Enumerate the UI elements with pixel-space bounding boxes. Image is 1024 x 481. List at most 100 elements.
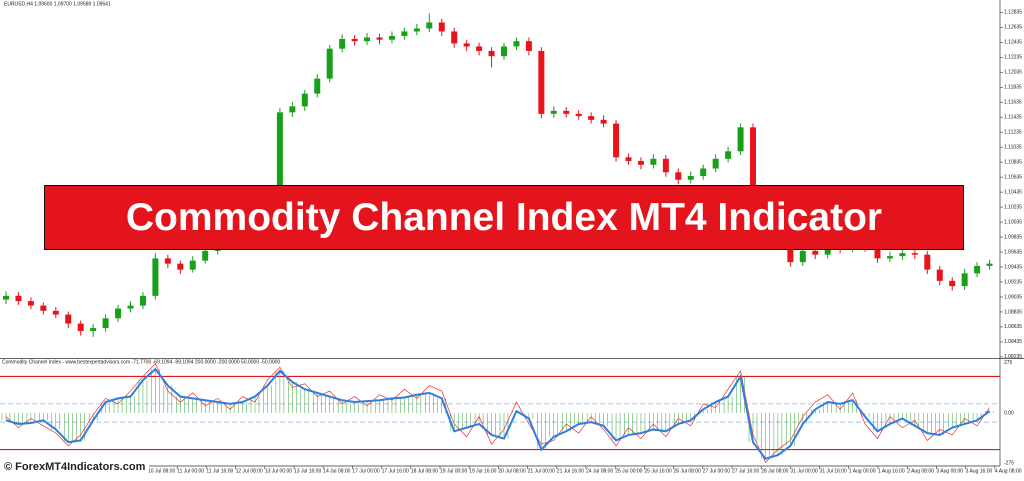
x-tick-label: 17 Jul 16:00: [382, 468, 409, 474]
y-tick-label: 1.10235: [1004, 204, 1022, 210]
x-tick-label: 26 Jul 08:00: [674, 468, 701, 474]
candle-body: [899, 253, 906, 257]
candle-body: [401, 31, 408, 36]
candle-body: [936, 269, 943, 281]
candle-body: [339, 38, 346, 49]
candle-body: [675, 172, 682, 180]
y-tick-label: 1.08835: [1004, 309, 1022, 315]
candle-body: [513, 41, 520, 47]
candle-body: [501, 46, 507, 57]
candle-body: [812, 250, 819, 255]
y-tick-label: 1.11435: [1004, 115, 1022, 121]
y-tick-label: 1.12835: [1004, 10, 1022, 16]
candle-body: [314, 78, 321, 94]
x-tick-label: 1 Aug 00:00: [849, 468, 876, 474]
candle-body: [725, 151, 732, 159]
y-tick-label: 1.12235: [1004, 55, 1022, 61]
candle-body: [351, 38, 358, 42]
x-tick-label: 2 Aug 08:00: [907, 468, 934, 474]
x-tick-label: 13 Jul 16:00: [294, 468, 321, 474]
candle-body: [488, 50, 495, 57]
candle-body: [152, 258, 159, 296]
x-tick-label: 11 Jul 00:00: [177, 468, 204, 474]
candle-body: [426, 22, 433, 29]
x-tick-label: 25 Jul 16:00: [644, 468, 671, 474]
candle-body: [687, 176, 694, 180]
y-tick-label: 1.11835: [1004, 85, 1022, 91]
candle-body: [326, 48, 333, 79]
candle-body: [164, 258, 171, 264]
x-tick-label: 27 Jul 00:00: [703, 468, 730, 474]
candle-body: [3, 295, 9, 300]
x-tick-label: 27 Jul 16:00: [732, 468, 759, 474]
candle-body: [15, 295, 22, 302]
x-tick-label: 12 Jul 08:00: [236, 468, 263, 474]
x-tick-label: 13 Jul 00:00: [265, 468, 292, 474]
candle-body: [986, 263, 993, 266]
candle-body: [90, 328, 97, 332]
y-tick-label: 1.09235: [1004, 279, 1022, 285]
candle-body: [27, 301, 34, 306]
watermark: © ForexMT4Indicators.com: [0, 459, 150, 475]
y-tick-label: 1.11635: [1004, 100, 1022, 106]
x-tick-label: 21 Jul 16:00: [557, 468, 584, 474]
candle-body: [538, 50, 545, 114]
candle-body: [364, 37, 371, 42]
candle-body: [799, 250, 806, 263]
candle-body: [575, 113, 582, 117]
candle-body: [874, 247, 881, 259]
x-tick-label: 11 Jul 16:00: [206, 468, 233, 474]
y-tick-label: 1.11235: [1004, 130, 1022, 136]
candle-body: [949, 280, 956, 287]
y-tick-label: 1.09435: [1004, 264, 1022, 270]
candle-body: [974, 265, 981, 274]
candle-body: [563, 110, 570, 114]
x-tick-label: 10 Jul 08:00: [148, 468, 175, 474]
candle-body: [289, 106, 296, 113]
y-tick-label: 1.11035: [1004, 144, 1022, 150]
x-tick-label: 3 Aug 00:00: [936, 468, 963, 474]
candle-body: [550, 110, 557, 114]
y-tick-label: 1.09035: [1004, 294, 1022, 300]
candle-body: [451, 31, 458, 44]
candle-body: [77, 323, 84, 332]
candle-body: [525, 41, 532, 51]
candle-body: [588, 116, 595, 120]
candle-body: [413, 28, 420, 32]
x-tick-label: 31 Jul 16:00: [820, 468, 847, 474]
candle-body: [737, 127, 744, 152]
x-tick-label: 1 Aug 16:00: [878, 468, 905, 474]
candle-body: [750, 127, 756, 199]
y-tick-label: 0.00: [1004, 410, 1014, 416]
candle-body: [600, 119, 607, 124]
x-tick-label: 20 Jul 08:00: [498, 468, 525, 474]
candle-body: [787, 243, 794, 263]
candle-body: [52, 310, 59, 315]
candle-body: [376, 37, 383, 40]
y-tick-label: 1.10435: [1004, 189, 1022, 195]
y-tick-label: -275: [1004, 461, 1014, 467]
candle-body: [177, 263, 184, 270]
candle-body: [613, 123, 620, 158]
x-tick-label: 14 Jul 08:00: [323, 468, 350, 474]
candle-body: [886, 256, 893, 259]
candle-body: [388, 35, 395, 40]
candle-body: [625, 157, 632, 162]
x-tick-label: 3 Aug 16:00: [966, 468, 993, 474]
y-tick-label: 1.08435: [1004, 339, 1022, 345]
y-tick-label: 1.12035: [1004, 70, 1022, 76]
candle-body: [712, 158, 719, 169]
x-tick-label: 28 Jul 08:00: [761, 468, 788, 474]
candle-body: [961, 273, 968, 287]
y-tick-label: 1.09635: [1004, 249, 1022, 255]
x-tick-label: 18 Jul 08:00: [411, 468, 438, 474]
candle-body: [115, 308, 122, 319]
candle-body: [476, 46, 483, 51]
candle-body: [65, 314, 72, 324]
x-tick-label: 24 Jul 08:00: [586, 468, 613, 474]
candle-body: [276, 112, 283, 195]
candle-body: [102, 318, 109, 329]
x-tick-label: 31 Jul 00:00: [790, 468, 817, 474]
y-tick-label: 1.12435: [1004, 40, 1022, 46]
